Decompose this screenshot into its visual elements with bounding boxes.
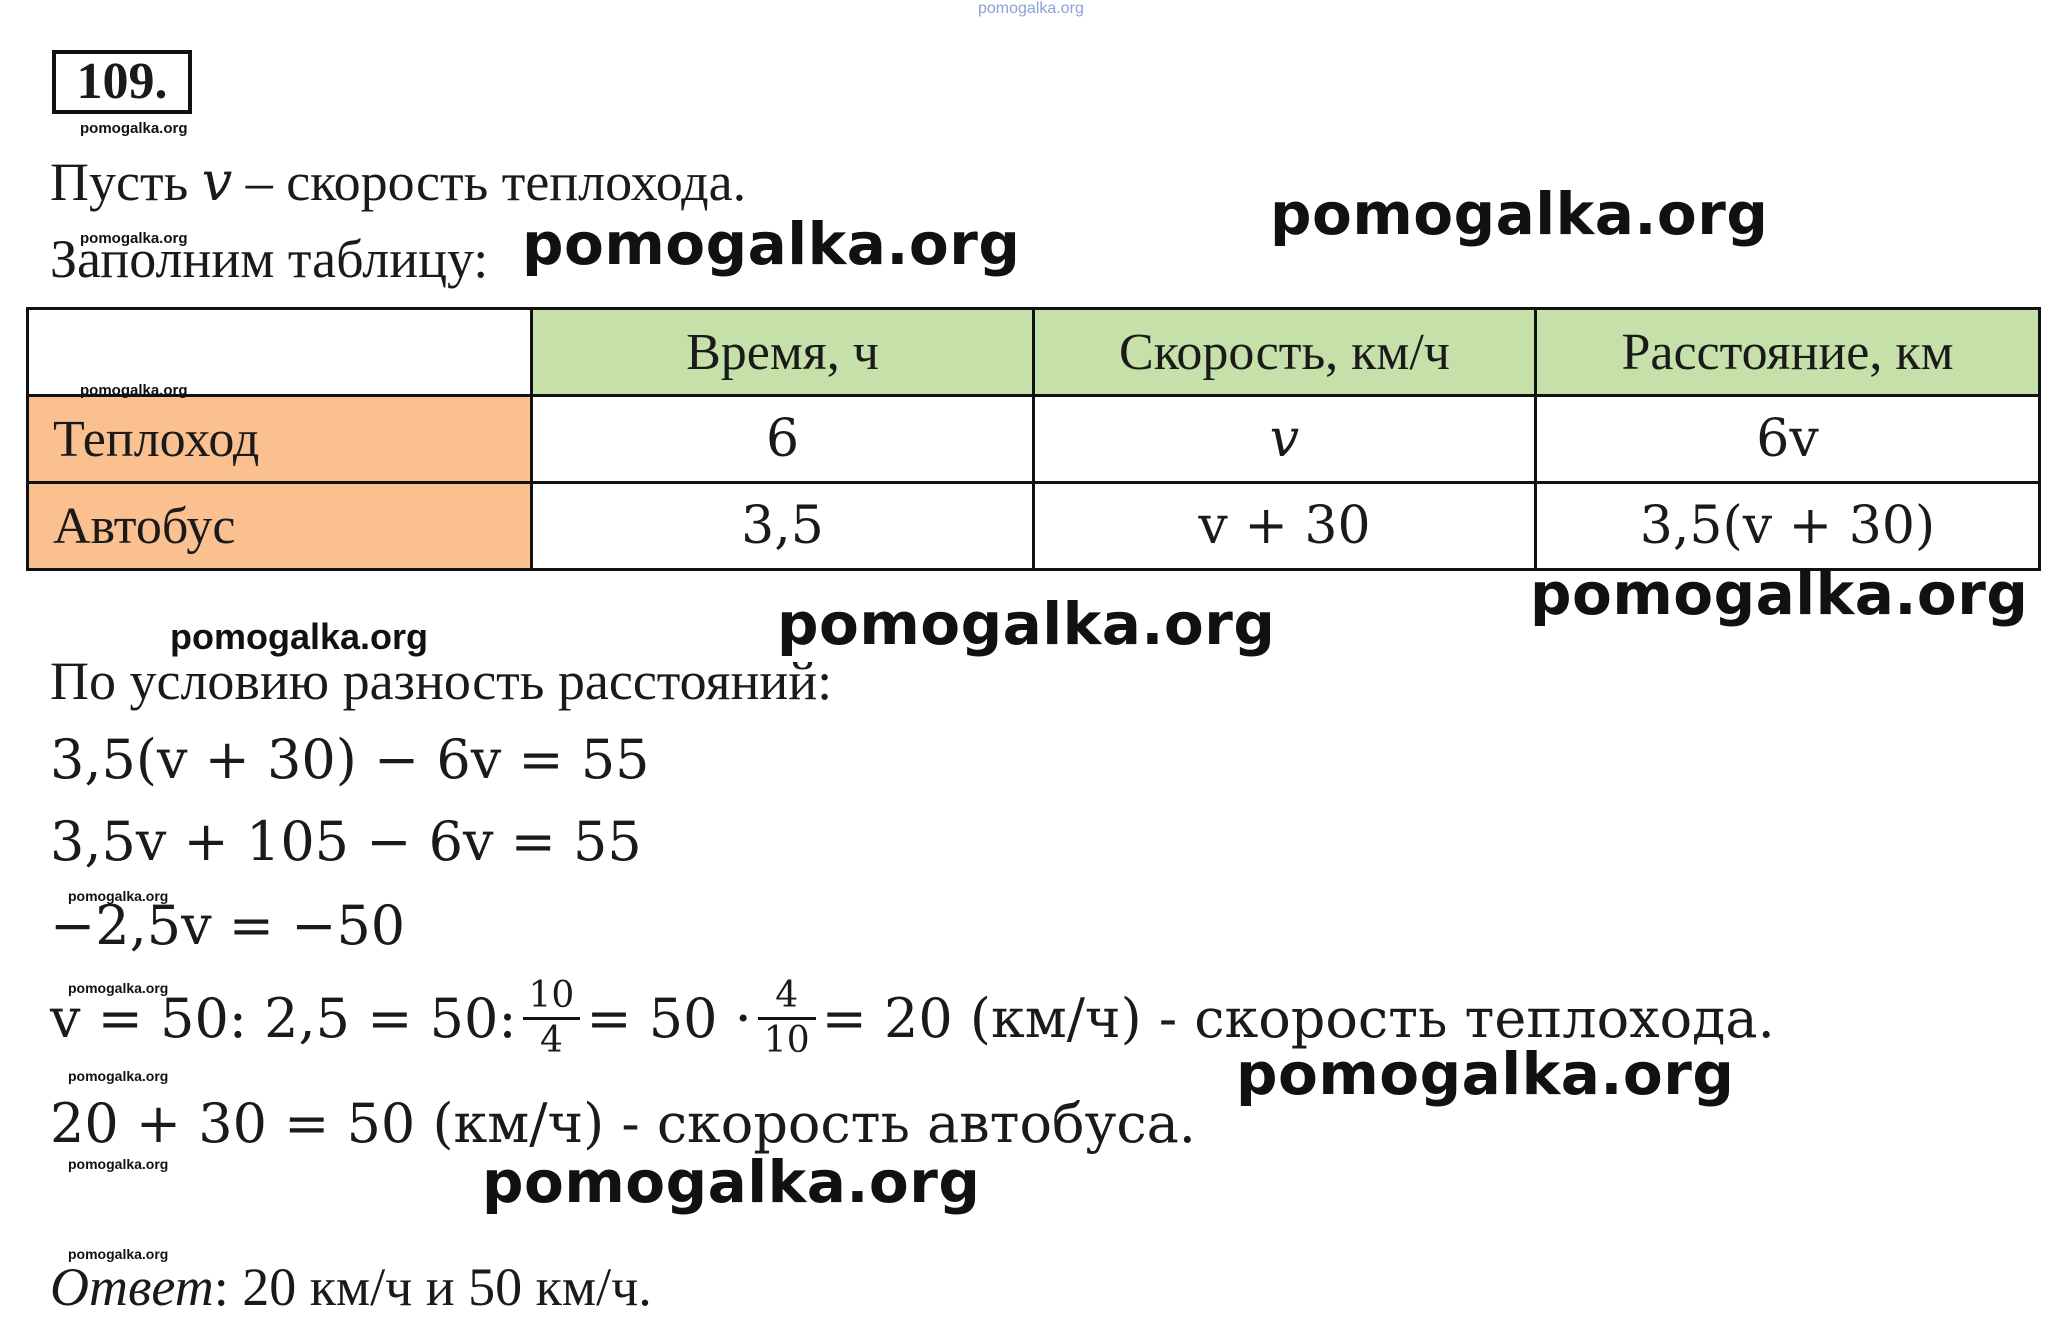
- watermark-small: pomogalka.org: [68, 1068, 169, 1084]
- condition-text: По условию разность расстояний:: [50, 651, 833, 711]
- watermark-small: pomogalka.org: [68, 980, 169, 996]
- watermark-small: pomogalka.org: [80, 230, 188, 247]
- table-header-row: Время, ч Скорость, км/ч Расстояние, км: [26, 307, 2041, 397]
- equation-2: 3,5v + 105 − 6v = 55: [50, 810, 642, 873]
- watermark-big: pomogalka.org: [482, 1148, 981, 1216]
- eq4-start: v = 50: 2,5 = 50:: [50, 987, 517, 1050]
- table-row: Теплоход 6 v 6v: [26, 394, 2041, 484]
- fraction-numerator: 10: [522, 975, 581, 1020]
- equation-3: −2,5v = −50: [50, 894, 406, 957]
- watermark-big: pomogalka.org: [522, 210, 1021, 278]
- watermark-small: pomogalka.org: [68, 1246, 169, 1262]
- eq4-end: = 20 (км/ч) - скорость теплохода.: [821, 987, 1775, 1050]
- watermark-top: pomogalka.org: [978, 0, 1084, 17]
- fraction-4-10: 4 10: [757, 975, 816, 1062]
- cell-time: 6: [530, 394, 1035, 484]
- watermark-small: pomogalka.org: [80, 382, 188, 399]
- header-distance: Расстояние, км: [1534, 307, 2041, 397]
- answer-text: : 20 км/ч и 50 км/ч.: [213, 1257, 652, 1317]
- cell-time: 3,5: [530, 481, 1035, 571]
- watermark-small: pomogalka.org: [68, 888, 169, 904]
- answer-line: Ответ: 20 км/ч и 50 км/ч.: [50, 1256, 652, 1318]
- data-table: Время, ч Скорость, км/ч Расстояние, км Т…: [26, 307, 2041, 571]
- cell-speed: v: [1032, 394, 1537, 484]
- cell-distance: 3,5(v + 30): [1534, 481, 2041, 571]
- watermark-big: pomogalka.org: [1236, 1040, 1735, 1108]
- watermark-medium: pomogalka.org: [170, 616, 429, 657]
- watermark-big: pomogalka.org: [777, 590, 1276, 658]
- header-speed: Скорость, км/ч: [1032, 307, 1537, 397]
- problem-number: 109.: [52, 50, 192, 114]
- header-time: Время, ч: [530, 307, 1035, 397]
- table-row: Автобус 3,5 v + 30 3,5(v + 30): [26, 481, 2041, 571]
- fill-table-text: Заполним таблицу:: [50, 229, 489, 289]
- watermark-small: pomogalka.org: [68, 1156, 169, 1172]
- cell-distance: 6v: [1534, 394, 2041, 484]
- eq4-mid: = 50 ·: [586, 987, 752, 1050]
- intro-prefix: Пусть: [50, 152, 202, 212]
- intro-suffix: – скорость теплохода.: [232, 152, 747, 212]
- row-label: Теплоход: [26, 394, 533, 484]
- watermark-big: pomogalka.org: [1270, 180, 1769, 248]
- equation-5: 20 + 30 = 50 (км/ч) - скорость автобуса.: [50, 1092, 1196, 1155]
- cell-speed: v + 30: [1032, 481, 1537, 571]
- table-corner-cell: [26, 307, 533, 397]
- fraction-10-4: 10 4: [522, 975, 581, 1062]
- fraction-numerator: 4: [757, 975, 816, 1020]
- fraction-denominator: 10: [763, 1020, 810, 1061]
- watermark-big: pomogalka.org: [1530, 560, 2029, 628]
- answer-label: Ответ: [50, 1257, 214, 1317]
- equation-1: 3,5(v + 30) − 6v = 55: [50, 728, 650, 791]
- watermark-small: pomogalka.org: [80, 120, 188, 137]
- row-label: Автобус: [26, 481, 533, 571]
- equation-4: v = 50: 2,5 = 50: 10 4 = 50 · 4 10 = 20 …: [50, 975, 1775, 1062]
- intro-line: Пусть v – скорость теплохода.: [50, 150, 746, 213]
- intro-var: v: [201, 150, 233, 213]
- fraction-denominator: 4: [539, 1020, 563, 1061]
